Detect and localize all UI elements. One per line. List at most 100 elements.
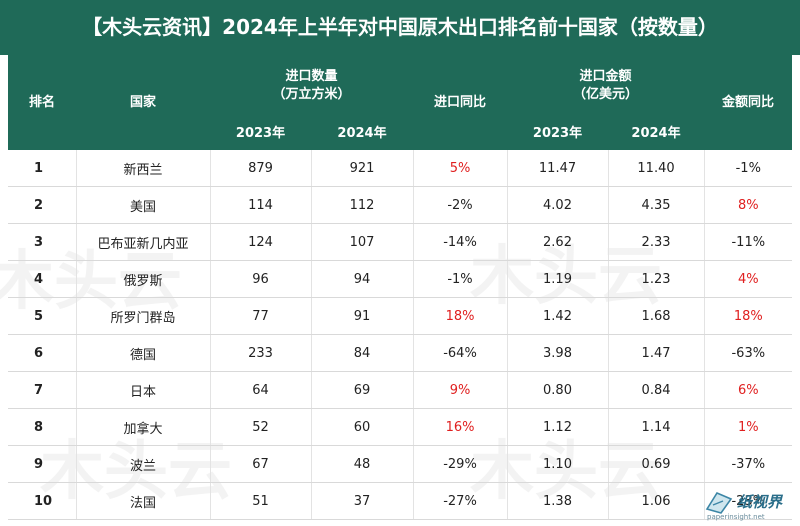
cell-rank: 6 <box>8 334 77 372</box>
cell-volume-yoy: -64% <box>413 334 508 372</box>
cell-amount-2024: 0.84 <box>608 371 705 409</box>
cell-country: 法国 <box>76 482 211 520</box>
cell-volume-yoy: 18% <box>413 297 508 335</box>
cell-amount-2023: 1.10 <box>507 445 609 483</box>
header-volume-2023: 2023年 <box>210 117 311 150</box>
cell-amount-2024: 1.68 <box>608 297 705 335</box>
header-amount-line2: （亿美元） <box>573 87 639 102</box>
paper-logo-icon <box>705 491 733 514</box>
cell-rank: 10 <box>8 482 77 520</box>
header-volume-group: 进口数量 （万立方米） <box>210 55 414 117</box>
cell-amount-2024: 2.33 <box>608 223 705 261</box>
cell-volume-2024: 94 <box>311 260 414 298</box>
cell-volume-2023: 114 <box>210 186 312 224</box>
cell-amount-2024: 11.40 <box>608 150 705 187</box>
cell-volume-yoy: -27% <box>413 482 508 520</box>
cell-country: 德国 <box>76 334 211 372</box>
table-body: 1 新西兰 879 921 5% 11.47 11.40 -1% 2 美国 11… <box>8 150 793 520</box>
cell-rank: 7 <box>8 371 77 409</box>
table-row: 7 日本 64 69 9% 0.80 0.84 6% <box>8 371 793 409</box>
cell-amount-2023: 11.47 <box>507 150 609 187</box>
cell-rank: 2 <box>8 186 77 224</box>
cell-amount-2023: 4.02 <box>507 186 609 224</box>
cell-amount-yoy: -37% <box>704 445 793 483</box>
cell-volume-yoy: -14% <box>413 223 508 261</box>
cell-volume-2023: 77 <box>210 297 312 335</box>
cell-amount-2024: 0.69 <box>608 445 705 483</box>
cell-volume-2023: 233 <box>210 334 312 372</box>
cell-amount-2023: 3.98 <box>507 334 609 372</box>
cell-amount-2024: 1.23 <box>608 260 705 298</box>
page-title: 【木头云资讯】2024年上半年对中国原木出口排名前十国家（按数量） <box>0 0 800 55</box>
cell-volume-2024: 921 <box>311 150 414 187</box>
cell-volume-2024: 107 <box>311 223 414 261</box>
table-row: 8 加拿大 52 60 16% 1.12 1.14 1% <box>8 408 793 446</box>
cell-amount-2023: 1.12 <box>507 408 609 446</box>
cell-rank: 4 <box>8 260 77 298</box>
cell-volume-yoy: -2% <box>413 186 508 224</box>
header-country: 国家 <box>76 55 210 150</box>
table-row: 1 新西兰 879 921 5% 11.47 11.40 -1% <box>8 150 793 187</box>
paper-logo: 纸视界 paperinsight.net <box>703 489 799 525</box>
cell-volume-yoy: 5% <box>413 150 508 187</box>
cell-volume-yoy: -29% <box>413 445 508 483</box>
table-row: 9 波兰 67 48 -29% 1.10 0.69 -37% <box>8 445 793 483</box>
cell-amount-yoy: -63% <box>704 334 793 372</box>
cell-volume-yoy: 16% <box>413 408 508 446</box>
cell-amount-yoy: 8% <box>704 186 793 224</box>
cell-country: 俄罗斯 <box>76 260 211 298</box>
cell-rank: 3 <box>8 223 77 261</box>
cell-volume-2023: 51 <box>210 482 312 520</box>
cell-volume-yoy: -1% <box>413 260 508 298</box>
table-row: 5 所罗门群岛 77 91 18% 1.42 1.68 18% <box>8 297 793 335</box>
table-row: 2 美国 114 112 -2% 4.02 4.35 8% <box>8 186 793 224</box>
cell-amount-2024: 1.06 <box>608 482 705 520</box>
cell-rank: 8 <box>8 408 77 446</box>
cell-volume-2024: 84 <box>311 334 414 372</box>
header-amount-line1: 进口金额 <box>579 69 632 84</box>
cell-amount-2023: 1.42 <box>507 297 609 335</box>
cell-amount-2023: 1.19 <box>507 260 609 298</box>
cell-volume-2024: 91 <box>311 297 414 335</box>
cell-volume-2023: 124 <box>210 223 312 261</box>
cell-country: 所罗门群岛 <box>76 297 211 335</box>
cell-volume-2024: 112 <box>311 186 414 224</box>
cell-amount-yoy: -11% <box>704 223 793 261</box>
cell-country: 巴布亚新几内亚 <box>76 223 211 261</box>
logo-url: paperinsight.net <box>707 513 765 521</box>
cell-amount-2023: 1.38 <box>507 482 609 520</box>
cell-country: 波兰 <box>76 445 211 483</box>
header-amount-yoy: 金额同比 <box>704 55 793 150</box>
cell-country: 日本 <box>76 371 211 409</box>
cell-amount-2024: 1.14 <box>608 408 705 446</box>
header-amount-2024: 2024年 <box>608 117 705 150</box>
header-volume-2024: 2024年 <box>311 117 414 150</box>
table-row: 6 德国 233 84 -64% 3.98 1.47 -63% <box>8 334 793 372</box>
header-amount-2023: 2023年 <box>507 117 609 150</box>
logo-text: 纸视界 <box>737 493 783 511</box>
cell-volume-2024: 69 <box>311 371 414 409</box>
cell-rank: 1 <box>8 150 77 187</box>
cell-volume-2023: 64 <box>210 371 312 409</box>
cell-volume-2023: 879 <box>210 150 312 187</box>
cell-amount-2024: 4.35 <box>608 186 705 224</box>
cell-amount-yoy: 6% <box>704 371 793 409</box>
cell-amount-yoy: 18% <box>704 297 793 335</box>
cell-amount-2023: 2.62 <box>507 223 609 261</box>
cell-volume-2023: 96 <box>210 260 312 298</box>
header-volume-yoy: 进口同比 <box>413 55 508 150</box>
cell-amount-yoy: 4% <box>704 260 793 298</box>
cell-volume-2023: 67 <box>210 445 312 483</box>
data-table: 排名 国家 进口数量 （万立方米） 进口同比 进口金额 （亿美元） 金额同比 2… <box>8 55 793 520</box>
header-volume-line1: 进口数量 <box>285 69 338 84</box>
table-header: 排名 国家 进口数量 （万立方米） 进口同比 进口金额 （亿美元） 金额同比 2… <box>8 55 793 150</box>
header-rank: 排名 <box>8 55 76 150</box>
cell-volume-2024: 48 <box>311 445 414 483</box>
cell-amount-2023: 0.80 <box>507 371 609 409</box>
cell-rank: 5 <box>8 297 77 335</box>
header-volume-line2: （万立方米） <box>272 87 351 102</box>
table-row: 10 法国 51 37 -27% 1.38 1.06 -23% <box>8 482 793 520</box>
table-row: 3 巴布亚新几内亚 124 107 -14% 2.62 2.33 -11% <box>8 223 793 261</box>
cell-amount-2024: 1.47 <box>608 334 705 372</box>
